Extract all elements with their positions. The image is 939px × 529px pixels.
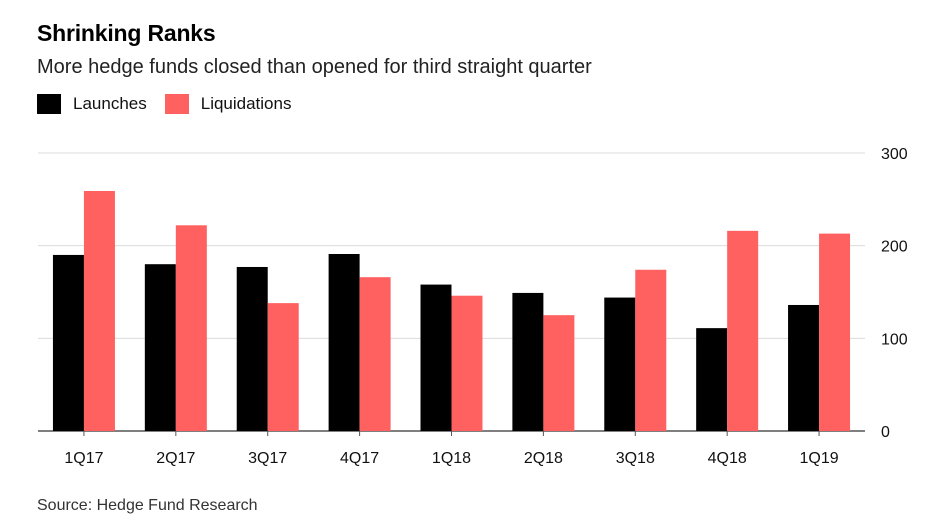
bar-liquidations-1Q17	[83, 190, 115, 431]
legend-item-launches: Launches	[37, 94, 147, 114]
bar-launches-1Q18	[420, 284, 452, 431]
x-tick-label-3Q18: 3Q18	[616, 450, 655, 467]
bar-liquidations-4Q17	[359, 277, 391, 431]
bar-launches-3Q17	[236, 266, 268, 431]
bar-launches-2Q17	[144, 264, 176, 431]
x-tick-label-1Q19: 1Q19	[799, 450, 838, 467]
bar-launches-3Q18	[604, 297, 636, 431]
bar-liquidations-1Q19	[819, 233, 851, 431]
bar-liquidations-3Q18	[635, 269, 667, 431]
bar-launches-1Q19	[788, 304, 820, 431]
y-tick-label-0: 0	[881, 424, 890, 441]
y-tick-label-100: 100	[881, 331, 908, 348]
bar-launches-2Q18	[512, 292, 544, 431]
bar-liquidations-2Q18	[543, 315, 575, 431]
bar-liquidations-3Q17	[267, 303, 299, 431]
y-tick-label-200: 200	[881, 239, 908, 256]
bar-launches-4Q18	[696, 328, 728, 431]
bar-launches-1Q17	[52, 254, 84, 431]
legend-swatch-liquidations	[164, 94, 189, 114]
bar-launches-4Q17	[328, 254, 360, 431]
bar-liquidations-4Q18	[727, 230, 759, 431]
source-note: Source: Hedge Fund Research	[37, 497, 258, 514]
chart-subtitle: More hedge funds closed than opened for …	[37, 56, 592, 78]
x-tick-label-2Q17: 2Q17	[156, 450, 195, 467]
legend-label-launches: Launches	[73, 94, 147, 113]
x-tick-label-3Q17: 3Q17	[248, 450, 287, 467]
x-tick-label-1Q17: 1Q17	[64, 450, 103, 467]
legend-label-liquidations: Liquidations	[200, 94, 292, 113]
x-tick-label-2Q18: 2Q18	[524, 450, 563, 467]
legend-swatch-launches	[37, 94, 61, 114]
x-tick-label-1Q18: 1Q18	[432, 450, 471, 467]
bar-liquidations-1Q18	[451, 295, 483, 431]
legend-item-liquidations: Liquidations	[164, 94, 292, 114]
x-tick-label-4Q17: 4Q17	[340, 450, 379, 467]
chart-title: Shrinking Ranks	[37, 20, 216, 46]
legend: Launches Liquidations	[37, 94, 309, 114]
x-tick-label-4Q18: 4Q18	[708, 450, 747, 467]
y-tick-label-300: 300	[881, 146, 908, 163]
bar-liquidations-2Q17	[175, 225, 207, 431]
